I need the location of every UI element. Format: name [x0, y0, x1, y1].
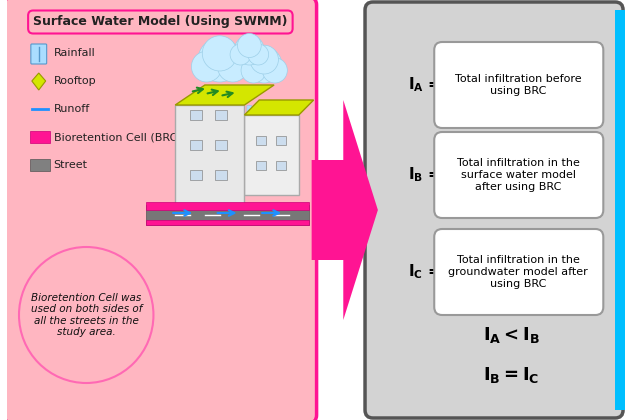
FancyBboxPatch shape: [287, 105, 291, 116]
FancyBboxPatch shape: [207, 145, 212, 155]
FancyBboxPatch shape: [30, 131, 50, 143]
Circle shape: [248, 44, 268, 65]
FancyBboxPatch shape: [276, 161, 286, 170]
FancyBboxPatch shape: [190, 140, 202, 150]
FancyBboxPatch shape: [207, 105, 212, 116]
Text: Bioretention Cell (BRC): Bioretention Cell (BRC): [54, 132, 181, 142]
FancyBboxPatch shape: [207, 126, 212, 136]
Circle shape: [202, 36, 237, 71]
FancyBboxPatch shape: [247, 126, 252, 136]
Text: Total infiltration in the
groundwater model after
using BRC: Total infiltration in the groundwater mo…: [449, 255, 588, 289]
FancyBboxPatch shape: [247, 145, 252, 155]
FancyBboxPatch shape: [30, 159, 50, 171]
Text: Total infiltration in the
surface water model
after using BRC: Total infiltration in the surface water …: [457, 158, 580, 192]
FancyBboxPatch shape: [175, 105, 244, 205]
FancyBboxPatch shape: [31, 44, 47, 64]
Circle shape: [246, 47, 282, 83]
FancyBboxPatch shape: [257, 126, 261, 136]
FancyBboxPatch shape: [287, 145, 291, 155]
Polygon shape: [146, 205, 309, 225]
Text: $\mathbf{I_C}$ =: $\mathbf{I_C}$ =: [408, 262, 440, 281]
FancyBboxPatch shape: [434, 42, 604, 128]
FancyBboxPatch shape: [615, 10, 625, 410]
FancyBboxPatch shape: [217, 145, 222, 155]
FancyBboxPatch shape: [256, 136, 266, 145]
Circle shape: [234, 35, 264, 65]
FancyBboxPatch shape: [256, 161, 266, 170]
Circle shape: [198, 38, 241, 82]
Circle shape: [241, 58, 266, 83]
FancyBboxPatch shape: [266, 145, 272, 155]
Text: $\mathbf{I_B = I_C}$: $\mathbf{I_B = I_C}$: [483, 365, 539, 385]
FancyBboxPatch shape: [217, 105, 222, 116]
FancyBboxPatch shape: [227, 145, 232, 155]
FancyBboxPatch shape: [434, 229, 604, 315]
FancyBboxPatch shape: [266, 126, 272, 136]
FancyBboxPatch shape: [227, 126, 232, 136]
Text: Street: Street: [54, 160, 88, 170]
Polygon shape: [244, 100, 314, 115]
Polygon shape: [146, 202, 309, 210]
Text: Total infiltration before
using BRC: Total infiltration before using BRC: [455, 74, 581, 96]
Text: Runoff: Runoff: [54, 104, 90, 114]
Text: Rainfall: Rainfall: [54, 48, 95, 58]
FancyBboxPatch shape: [215, 170, 227, 180]
FancyBboxPatch shape: [257, 105, 261, 116]
FancyBboxPatch shape: [4, 0, 317, 420]
FancyBboxPatch shape: [190, 110, 202, 120]
FancyBboxPatch shape: [277, 105, 282, 116]
FancyBboxPatch shape: [215, 110, 227, 120]
Circle shape: [19, 247, 154, 383]
Polygon shape: [175, 85, 274, 105]
FancyBboxPatch shape: [215, 140, 227, 150]
Circle shape: [217, 51, 248, 82]
Circle shape: [238, 34, 261, 58]
FancyBboxPatch shape: [244, 115, 299, 195]
Text: $\mathbf{I_B}$ =: $\mathbf{I_B}$ =: [408, 165, 440, 184]
Circle shape: [230, 44, 251, 65]
FancyBboxPatch shape: [257, 145, 261, 155]
FancyBboxPatch shape: [237, 126, 242, 136]
FancyBboxPatch shape: [365, 2, 623, 418]
FancyBboxPatch shape: [227, 105, 232, 116]
Circle shape: [250, 45, 278, 74]
Polygon shape: [32, 73, 46, 90]
FancyBboxPatch shape: [217, 126, 222, 136]
Text: Rooftop: Rooftop: [54, 76, 96, 86]
Circle shape: [192, 51, 222, 82]
Text: $\mathbf{I_A}$ =: $\mathbf{I_A}$ =: [408, 76, 440, 94]
FancyBboxPatch shape: [277, 145, 282, 155]
FancyBboxPatch shape: [276, 136, 286, 145]
FancyBboxPatch shape: [266, 105, 272, 116]
Text: $\mathbf{I_A < I_B}$: $\mathbf{I_A < I_B}$: [483, 325, 540, 345]
FancyBboxPatch shape: [277, 126, 282, 136]
Circle shape: [263, 58, 287, 83]
FancyBboxPatch shape: [287, 126, 291, 136]
FancyBboxPatch shape: [237, 105, 242, 116]
Polygon shape: [146, 220, 309, 225]
Text: Surface Water Model (Using SWMM): Surface Water Model (Using SWMM): [33, 16, 288, 29]
FancyBboxPatch shape: [190, 170, 202, 180]
Text: Bioretention Cell was
used on both sides of
all the streets in the
study area.: Bioretention Cell was used on both sides…: [30, 293, 142, 337]
Polygon shape: [312, 100, 378, 320]
FancyBboxPatch shape: [237, 145, 242, 155]
FancyBboxPatch shape: [434, 132, 604, 218]
FancyBboxPatch shape: [247, 105, 252, 116]
